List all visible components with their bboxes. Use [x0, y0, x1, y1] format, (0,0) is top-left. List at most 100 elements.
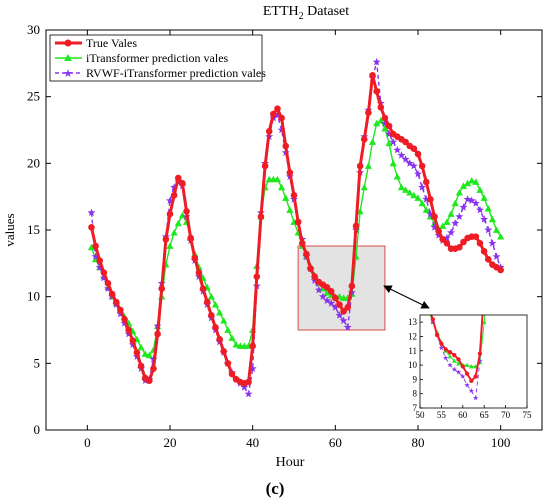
data-point	[249, 342, 256, 350]
data-point	[125, 326, 132, 334]
inset-y-tick-label: 7	[413, 403, 418, 413]
data-point	[439, 341, 444, 346]
data-point	[154, 330, 161, 338]
data-point	[360, 136, 368, 143]
legend-label-true: True Vales	[86, 36, 137, 50]
data-point	[520, 220, 525, 224]
data-point	[409, 161, 418, 170]
data-point	[244, 389, 253, 398]
data-point	[430, 317, 435, 322]
data-point	[469, 364, 474, 369]
data-point	[170, 192, 178, 199]
data-point	[286, 169, 294, 176]
legend-marker-itransformer	[64, 54, 72, 61]
data-point	[278, 183, 286, 191]
data-point	[484, 256, 492, 263]
data-point	[497, 233, 505, 240]
data-point	[414, 150, 422, 158]
data-point	[366, 456, 370, 460]
inset-y-tick-label: 11	[408, 346, 417, 356]
data-point	[281, 354, 285, 358]
data-point	[216, 309, 224, 316]
legend-marker-rvwf: ★	[63, 68, 73, 80]
data-point	[360, 183, 368, 191]
data-point	[392, 186, 396, 190]
data-point	[414, 194, 422, 201]
data-point	[364, 162, 372, 169]
series-line	[90, 74, 502, 385]
data-point	[389, 159, 397, 167]
plot-frame	[45, 29, 543, 431]
data-point	[443, 347, 448, 352]
data-point	[212, 324, 219, 331]
data-point	[499, 125, 503, 129]
data-point	[451, 219, 460, 227]
data-point	[282, 194, 290, 201]
data-point	[323, 284, 331, 291]
data-point	[499, 128, 504, 133]
data-point	[220, 317, 228, 324]
data-point	[345, 388, 350, 392]
data-point	[277, 403, 281, 407]
data-point	[381, 125, 389, 132]
y-tick-label: 0	[34, 422, 41, 437]
data-point	[263, 452, 268, 457]
legend-box	[49, 34, 263, 82]
data-point	[328, 353, 333, 357]
data-point	[208, 312, 215, 319]
data-point	[331, 303, 340, 311]
data-point	[447, 362, 453, 368]
data-point	[289, 259, 294, 264]
data-point	[264, 450, 268, 454]
data-point	[224, 326, 232, 333]
data-point	[538, 201, 542, 205]
data-point	[473, 395, 479, 401]
data-point	[464, 362, 470, 367]
data-point	[387, 219, 392, 224]
data-point	[402, 138, 409, 146]
data-point	[393, 173, 401, 180]
data-point	[247, 399, 251, 403]
data-point	[516, 188, 521, 193]
inset-x-tick-label: 50	[416, 410, 426, 420]
data-point	[366, 460, 371, 465]
data-point	[358, 414, 363, 418]
data-point	[282, 142, 290, 150]
data-point	[491, 194, 495, 198]
data-point	[451, 366, 457, 372]
data-point	[499, 197, 504, 201]
data-point	[319, 337, 323, 341]
data-point	[87, 243, 96, 251]
data-point	[265, 128, 273, 135]
data-point	[422, 195, 431, 203]
data-point	[96, 257, 104, 264]
data-point	[413, 234, 418, 239]
data-point	[422, 178, 430, 186]
chart-title-suffix: Dataset	[304, 4, 350, 19]
data-point	[319, 341, 324, 346]
data-point	[472, 233, 480, 240]
data-point	[248, 364, 257, 373]
data-point	[310, 276, 319, 285]
data-point	[278, 114, 285, 122]
data-point	[379, 351, 384, 356]
chart-title: ETTH2 Dataset	[263, 4, 349, 22]
data-point	[418, 254, 422, 258]
y-tick-label: 25	[27, 89, 40, 104]
inset-background	[420, 315, 527, 408]
data-point	[341, 409, 345, 413]
data-point	[442, 233, 451, 242]
data-point	[468, 177, 476, 184]
data-point	[533, 215, 538, 220]
inset-y-tick-label: 13	[408, 317, 418, 327]
data-point	[422, 206, 430, 213]
data-point	[216, 336, 223, 343]
data-point	[443, 218, 451, 225]
data-point	[261, 162, 269, 170]
data-point	[318, 292, 327, 301]
data-point	[451, 358, 457, 363]
data-point	[503, 177, 508, 181]
data-point	[396, 167, 400, 171]
data-point	[332, 385, 337, 390]
